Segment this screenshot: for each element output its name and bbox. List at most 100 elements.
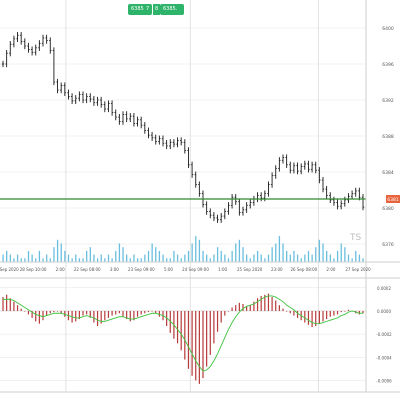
- volume-bar: [242, 247, 244, 262]
- quote-mid: 8: [153, 4, 161, 15]
- volume-bar: [6, 250, 8, 262]
- macd-bar: [140, 310, 142, 315]
- macd-bar: [38, 310, 40, 324]
- macd-bar: [315, 310, 317, 326]
- volume-bar: [56, 239, 59, 262]
- volume-bar: [340, 243, 342, 262]
- macd-bar: [362, 310, 364, 314]
- macd-bar: [358, 310, 360, 315]
- macd-tick-label: 0.0002: [377, 286, 391, 291]
- time-tick-label: 24 Sep 2020: [0, 267, 19, 272]
- volume-bar: [264, 258, 266, 262]
- volume-bar: [126, 254, 128, 262]
- time-tick-label: 1:00: [218, 267, 227, 272]
- macd-bar: [151, 310, 153, 312]
- macd-bar: [24, 310, 26, 312]
- macd-bar: [82, 310, 84, 316]
- volume-bar: [300, 258, 302, 262]
- quote-separator: 7: [144, 4, 152, 15]
- quote-badge-right[interactable]: 6385.: [160, 4, 184, 15]
- volume-bar: [24, 258, 26, 262]
- volume-bar: [86, 250, 88, 262]
- macd-bar: [20, 308, 22, 311]
- macd-bar: [209, 310, 211, 355]
- volume-bar: [336, 250, 339, 262]
- macd-tick-label: -0.0004: [376, 355, 392, 360]
- volume-bar: [53, 247, 55, 262]
- macd-bar: [216, 310, 219, 332]
- volume-bar: [278, 236, 281, 262]
- volume-bar: [358, 254, 361, 262]
- volume-bar: [351, 258, 353, 262]
- macd-bar: [100, 310, 102, 324]
- volume-bar: [184, 254, 186, 262]
- macd-bar: [64, 310, 66, 317]
- volume-bar: [46, 254, 48, 262]
- quote-sep-text: 7: [146, 6, 150, 12]
- macd-bar: [155, 310, 157, 314]
- time-tick-label: 2:00: [56, 267, 65, 272]
- volume-bar: [267, 254, 270, 262]
- macd-bar: [46, 310, 48, 316]
- macd-bar: [89, 310, 91, 318]
- macd-bar: [187, 310, 190, 369]
- volume-bar: [318, 239, 321, 262]
- price-tick-label: 6380: [382, 206, 394, 212]
- volume-bar: [147, 250, 150, 262]
- macd-bar: [195, 310, 197, 381]
- macd-tick-label: 0.0000: [377, 309, 391, 314]
- volume-bar: [71, 258, 73, 262]
- volume-bar: [38, 250, 41, 262]
- macd-bar: [198, 310, 200, 384]
- macd-bar: [227, 310, 230, 312]
- macd-bar: [16, 305, 19, 311]
- time-tick-label: 23:00: [271, 267, 283, 272]
- macd-bar: [322, 310, 324, 322]
- volume-bar: [20, 258, 22, 262]
- macd-bar: [136, 310, 139, 317]
- volume-bar: [93, 254, 95, 262]
- macd-bar: [31, 310, 33, 318]
- volume-bar: [362, 258, 364, 262]
- macd-bar: [115, 310, 117, 315]
- macd-bar: [260, 295, 262, 311]
- volume-bar: [307, 250, 310, 262]
- macd-bar: [6, 294, 8, 311]
- macd-bar: [304, 310, 306, 323]
- volume-bar: [180, 258, 182, 262]
- time-tick-label: 2:00: [326, 267, 335, 272]
- volume-bar: [111, 258, 113, 262]
- macd-bar: [282, 308, 284, 311]
- volume-bar: [224, 254, 226, 262]
- watermark: TS: [349, 233, 361, 243]
- macd-bar: [191, 310, 193, 376]
- volume-bar: [133, 254, 135, 262]
- macd-bar: [296, 310, 299, 318]
- macd-bar: [238, 302, 240, 311]
- volume-bar: [238, 239, 241, 262]
- volume-bar: [67, 254, 70, 262]
- macd-bar: [122, 310, 124, 317]
- macd-bar: [271, 297, 273, 311]
- volume-bar: [355, 250, 357, 262]
- time-tick-label: 27 Sep 2020: [345, 267, 371, 272]
- macd-bar: [264, 294, 266, 311]
- macd-bar: [278, 305, 280, 311]
- volume-bar: [169, 258, 171, 262]
- volume-bar: [9, 254, 11, 262]
- macd-bar: [286, 310, 288, 312]
- time-tick-label: 23 Sep 09:00: [128, 267, 155, 272]
- volume-bar: [60, 243, 62, 262]
- quote-badge-left[interactable]: 6385.: [128, 4, 152, 15]
- macd-bar: [206, 310, 208, 367]
- macd-bar: [49, 310, 51, 314]
- volume-bars: [2, 236, 364, 262]
- macd-bar: [242, 304, 244, 311]
- macd-bar: [144, 310, 146, 314]
- macd-bar: [293, 310, 295, 316]
- macd-bar: [78, 310, 80, 320]
- macd-bar: [329, 310, 331, 317]
- volume-bar: [35, 258, 37, 262]
